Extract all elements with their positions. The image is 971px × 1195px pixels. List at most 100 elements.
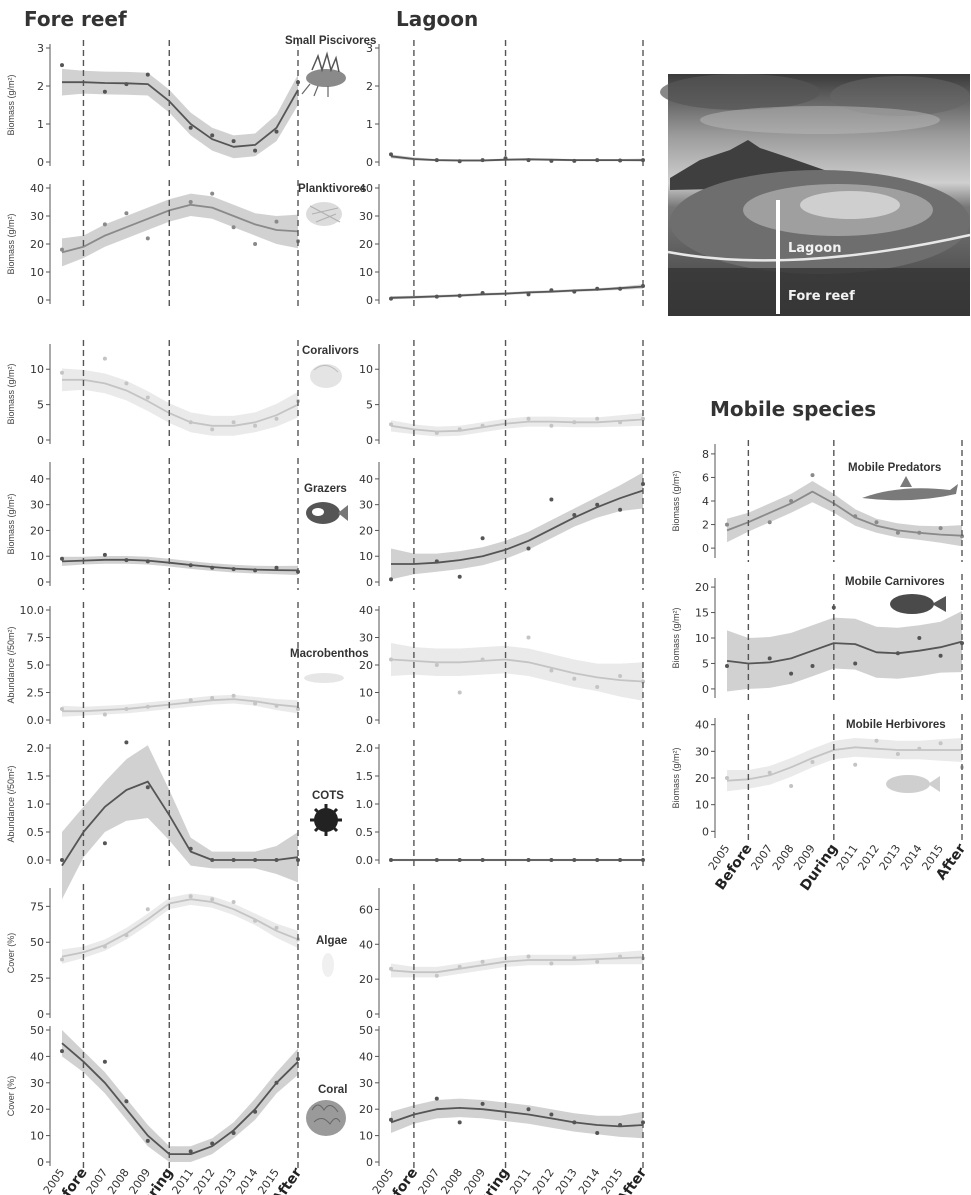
data-point-fore-reef-algae bbox=[188, 894, 193, 899]
data-point-fore-reef-planktivores bbox=[145, 236, 150, 241]
data-point-fore-reef-algae bbox=[253, 918, 258, 923]
planktivore-fish-icon bbox=[306, 202, 342, 226]
y-tick-label-lagoon-planktivores: 0 bbox=[366, 294, 373, 307]
y-tick-label-fore-reef-algae: 50 bbox=[30, 936, 44, 949]
data-point-fore-reef-planktivores bbox=[60, 247, 64, 252]
trend-line-mobile-species-mobile-carnivores bbox=[726, 640, 963, 665]
y-tick-label-fore-reef-small-piscivores: 1 bbox=[37, 118, 44, 131]
data-point-lagoon-planktivores bbox=[595, 286, 600, 291]
confidence-band-lagoon-grazers bbox=[391, 472, 643, 580]
data-point-fore-reef-macrobenthos bbox=[145, 704, 150, 709]
confidence-band-lagoon-macrobenthos bbox=[391, 643, 643, 701]
data-point-fore-reef-small-piscivores bbox=[210, 133, 215, 138]
confidence-band-mobile-species-mobile-herbivores bbox=[727, 738, 962, 792]
data-point-fore-reef-algae bbox=[145, 907, 150, 912]
data-point-mobile-species-mobile-predators bbox=[810, 473, 815, 478]
panel-mobile-species-mobile-carnivores: 0 5 10 15 20 Biomass (g/m²) bbox=[671, 574, 964, 702]
data-point-lagoon-planktivores bbox=[480, 291, 485, 295]
data-point-lagoon-small-piscivores bbox=[572, 158, 577, 163]
data-point-lagoon-planktivores bbox=[389, 296, 393, 301]
data-point-mobile-species-mobile-predators bbox=[874, 520, 879, 525]
data-point-lagoon-planktivores bbox=[549, 288, 554, 293]
data-point-lagoon-planktivores bbox=[457, 293, 462, 298]
y-tick-label-fore-reef-algae: 0 bbox=[37, 1008, 44, 1021]
y-tick-label-fore-reef-planktivores: 20 bbox=[30, 238, 44, 251]
data-point-lagoon-grazers bbox=[457, 574, 462, 579]
panel-fore-reef-algae: 0 25 50 75 Cover (%) bbox=[6, 884, 300, 1022]
panel-lagoon-macrobenthos: 0 10 20 30 40 bbox=[359, 602, 645, 728]
data-point-lagoon-algae bbox=[595, 959, 600, 964]
y-tick-label-mobile-species-mobile-carnivores: 0 bbox=[702, 683, 709, 696]
data-point-lagoon-coral bbox=[572, 1120, 577, 1125]
y-tick-label-lagoon-coral: 50 bbox=[359, 1024, 373, 1037]
data-point-lagoon-grazers bbox=[549, 497, 554, 502]
heading-fore-reef: Fore reef bbox=[24, 7, 127, 31]
group-label-small-piscivores: Small Piscivores bbox=[285, 35, 376, 47]
panel-mobile-species-mobile-herbivores: 0 10 20 30 40 Biomass (g/m²) bbox=[671, 714, 964, 842]
data-point-fore-reef-planktivores bbox=[124, 211, 129, 216]
data-point-lagoon-algae bbox=[549, 961, 554, 966]
data-point-fore-reef-cots bbox=[274, 858, 279, 862]
y-axis-label-mobile-species-mobile-predators: Biomass (g/m²) bbox=[671, 470, 681, 531]
y-axis-label-fore-reef-planktivores: Biomass (g/m²) bbox=[6, 213, 16, 274]
data-point-lagoon-small-piscivores bbox=[526, 158, 531, 163]
data-point-fore-reef-algae bbox=[210, 897, 215, 902]
y-tick-label-fore-reef-algae: 75 bbox=[30, 900, 44, 913]
panel-lagoon-coral: 0 10 20 30 40 50 bbox=[359, 1022, 645, 1170]
trend-line-lagoon-coralivors bbox=[390, 418, 644, 433]
data-point-lagoon-algae bbox=[389, 966, 393, 971]
y-tick-label-fore-reef-grazers: 10 bbox=[30, 550, 44, 563]
data-point-lagoon-cots bbox=[618, 858, 623, 862]
data-point-lagoon-cots bbox=[480, 858, 485, 862]
data-point-lagoon-small-piscivores bbox=[434, 158, 439, 163]
confidence-band-mobile-species-mobile-carnivores bbox=[727, 611, 962, 692]
y-tick-label-lagoon-coralivors: 5 bbox=[366, 399, 373, 412]
confidence-band-lagoon-algae bbox=[391, 950, 643, 978]
y-tick-label-fore-reef-algae: 25 bbox=[30, 972, 44, 985]
trend-line-fore-reef-macrobenthos bbox=[62, 698, 299, 713]
trend-line-fore-reef-small-piscivores bbox=[62, 81, 299, 148]
data-point-mobile-species-mobile-carnivores bbox=[789, 671, 794, 676]
photo-label-fore-reef: Fore reef bbox=[788, 289, 855, 304]
data-point-lagoon-grazers bbox=[572, 513, 577, 517]
algae-icon bbox=[322, 953, 334, 977]
panel-lagoon-algae: 0 20 40 60 bbox=[359, 884, 645, 1022]
y-tick-label-lagoon-cots: 2.0 bbox=[356, 742, 374, 755]
y-tick-label-lagoon-small-piscivores: 3 bbox=[366, 42, 373, 55]
data-point-fore-reef-coralivors bbox=[253, 423, 258, 428]
trend-line-lagoon-macrobenthos bbox=[390, 658, 644, 683]
data-point-fore-reef-coralivors bbox=[188, 420, 193, 425]
data-point-fore-reef-small-piscivores bbox=[124, 82, 129, 87]
data-point-mobile-species-mobile-predators bbox=[938, 526, 943, 531]
data-point-fore-reef-coral bbox=[210, 1141, 215, 1146]
surgeonfish-icon bbox=[306, 502, 348, 524]
data-point-mobile-species-mobile-herbivores bbox=[938, 741, 943, 746]
panel-lagoon-cots: 0.0 0.5 1.0 1.5 2.0 bbox=[356, 740, 645, 868]
y-tick-label-lagoon-coral: 40 bbox=[359, 1050, 373, 1063]
data-point-lagoon-grazers bbox=[480, 536, 485, 541]
group-label-mobile-predators: Mobile Predators bbox=[848, 462, 941, 474]
panel-fore-reef-grazers: 0 10 20 30 40 Biomass (g/m²) bbox=[6, 458, 300, 590]
data-point-lagoon-cots bbox=[457, 858, 462, 862]
y-tick-label-fore-reef-macrobenthos: 2.5 bbox=[27, 687, 45, 700]
y-tick-label-fore-reef-grazers: 40 bbox=[30, 473, 44, 486]
data-point-fore-reef-coral bbox=[253, 1109, 258, 1114]
data-point-fore-reef-small-piscivores bbox=[274, 129, 279, 134]
data-point-lagoon-planktivores bbox=[526, 292, 531, 297]
y-tick-label-lagoon-planktivores: 30 bbox=[359, 210, 373, 223]
y-tick-label-lagoon-macrobenthos: 0 bbox=[366, 714, 373, 727]
data-point-lagoon-small-piscivores bbox=[480, 158, 485, 163]
y-tick-label-lagoon-small-piscivores: 0 bbox=[366, 156, 373, 169]
y-axis-label-fore-reef-small-piscivores: Biomass (g/m²) bbox=[6, 74, 16, 135]
data-point-fore-reef-small-piscivores bbox=[102, 89, 107, 94]
panel-fore-reef-coral: 0 10 20 30 40 50 Cover (%) bbox=[6, 1022, 300, 1170]
group-label-mobile-carnivores: Mobile Carnivores bbox=[845, 576, 945, 588]
data-point-mobile-species-mobile-herbivores bbox=[895, 752, 900, 756]
data-point-mobile-species-mobile-carnivores bbox=[938, 653, 943, 658]
y-tick-label-mobile-species-mobile-herbivores: 40 bbox=[695, 719, 709, 732]
data-point-fore-reef-grazers bbox=[102, 552, 107, 557]
data-point-mobile-species-mobile-herbivores bbox=[853, 762, 858, 767]
data-point-lagoon-cots bbox=[549, 858, 554, 862]
data-point-fore-reef-cots bbox=[253, 858, 258, 862]
data-point-mobile-species-mobile-carnivores bbox=[960, 641, 964, 646]
